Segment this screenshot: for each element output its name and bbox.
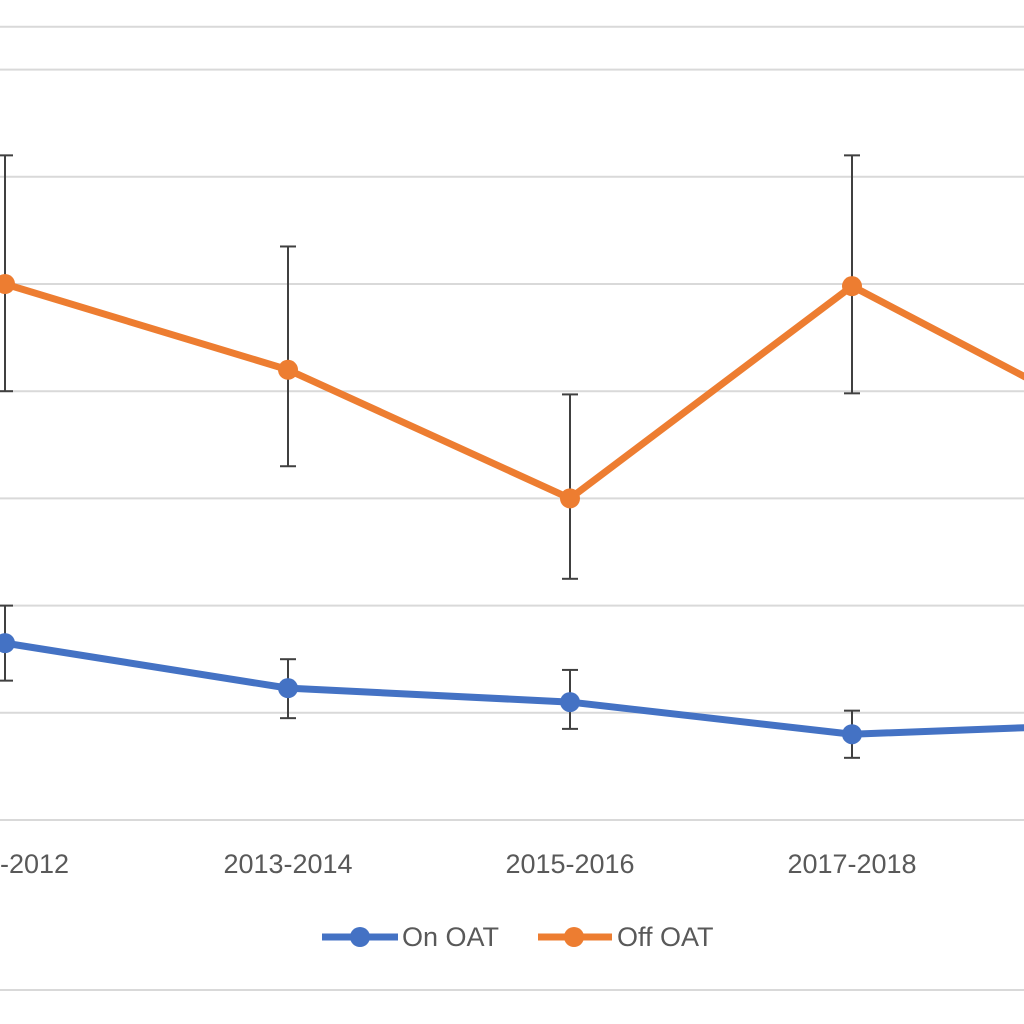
data-point-on-oat: [842, 724, 862, 745]
series-points: [0, 274, 862, 745]
x-tick-labels: -2012 2013-2014 2015-2016 2017-2018: [0, 849, 917, 879]
gridlines: [0, 25, 1024, 714]
legend-item-on-oat: On OAT: [322, 922, 499, 952]
legend-label: On OAT: [402, 922, 499, 952]
data-point-off-oat: [278, 359, 298, 380]
series-line-on-oat: [4, 639, 1024, 738]
error-bars: [0, 154, 860, 759]
data-point-off-oat: [842, 276, 862, 297]
legend-label: Off OAT: [617, 922, 714, 952]
x-tick-label: 2015-2016: [505, 849, 634, 879]
data-point-on-oat: [560, 692, 580, 713]
legend: On OAT Off OAT: [322, 922, 714, 952]
legend-item-off-oat: Off OAT: [538, 922, 714, 952]
legend-swatch-marker: [350, 927, 370, 947]
x-tick-label: -2012: [0, 849, 69, 879]
x-tick-label: 2013-2014: [223, 849, 352, 879]
data-point-on-oat: [278, 678, 298, 699]
data-point-off-oat: [560, 488, 580, 509]
legend-swatch-marker: [564, 927, 584, 947]
data-point-off-oat: [0, 274, 15, 294]
x-tick-label: 2017-2018: [787, 849, 916, 879]
data-point-on-oat: [0, 633, 15, 654]
series-lines: [3, 280, 1024, 738]
